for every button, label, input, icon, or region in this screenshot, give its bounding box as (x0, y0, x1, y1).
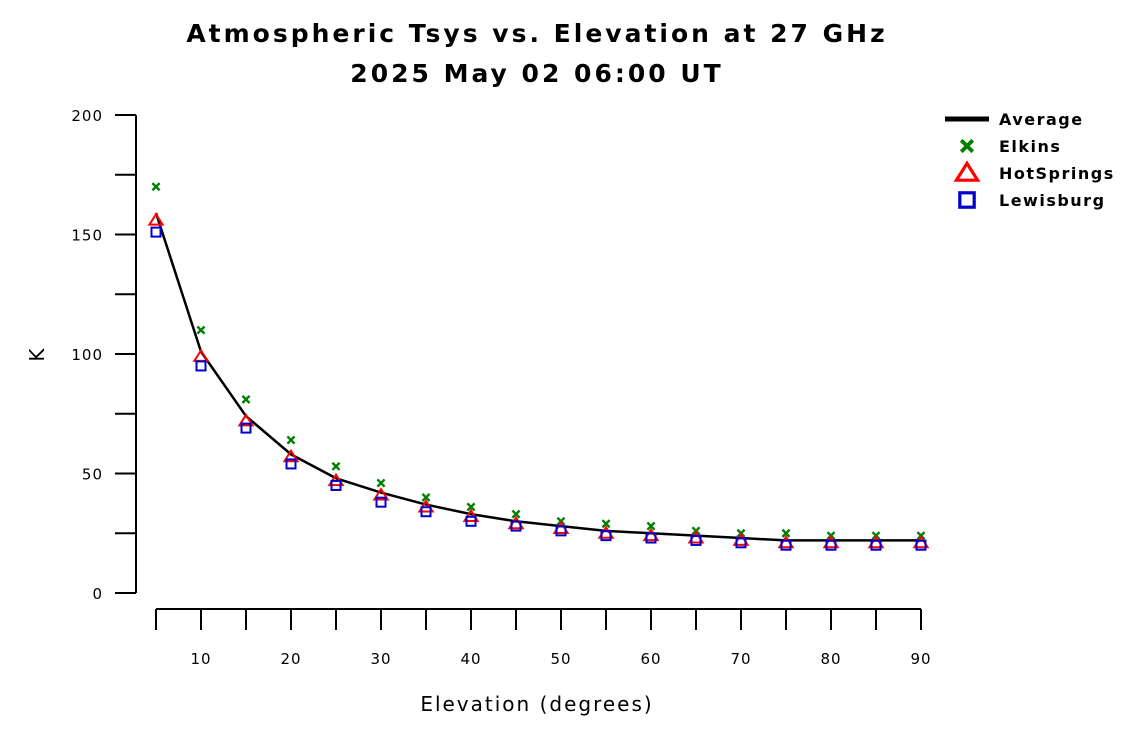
data-point-lewisburg (330, 479, 342, 491)
y-tick-label: 150 (71, 227, 103, 245)
data-point-hotsprings (597, 525, 615, 539)
chart-subtitle: 2025 May 02 06:00 UT (350, 59, 723, 88)
data-point-hotsprings (282, 448, 300, 463)
data-point-lewisburg (825, 539, 837, 551)
chart-title: Atmospheric Tsys vs. Elevation at 27 GHz (186, 19, 887, 48)
data-point-lewisburg (600, 530, 612, 542)
data-point-hotsprings (327, 472, 345, 487)
data-point-lewisburg (870, 539, 882, 551)
x-tick-label: 20 (280, 650, 301, 668)
data-point-hotsprings (507, 515, 525, 530)
x-axis-label: Elevation (degrees) (420, 692, 653, 716)
data-point-hotsprings (417, 499, 435, 513)
data-point-hotsprings (867, 534, 885, 549)
x-tick-label: 70 (730, 650, 751, 668)
data-point-lewisburg (240, 422, 252, 434)
y-tick-label: 0 (92, 585, 103, 603)
y-axis: 0 50 100 150 200 (71, 107, 137, 603)
legend-swatch (953, 160, 981, 182)
series-line-average (154, 212, 921, 542)
data-point-lewisburg (375, 496, 387, 508)
data-point-hotsprings (237, 413, 255, 427)
series-lewisburg (150, 226, 927, 551)
legend-swatch (959, 138, 975, 154)
data-point-elkins (376, 478, 386, 488)
data-point-hotsprings (642, 527, 660, 542)
legend-label: Elkins (999, 137, 1061, 156)
x-tick-label: 90 (910, 650, 931, 668)
legend: Average Elkins HotSprings Lewisburg (945, 110, 1115, 210)
legend-label: HotSprings (999, 164, 1115, 183)
legend-item-hotsprings: HotSprings (953, 160, 1115, 183)
x-tick-label: 50 (550, 650, 571, 668)
plot-series (147, 182, 930, 551)
x-tick-label: 30 (370, 650, 391, 668)
data-point-elkins (421, 492, 431, 502)
legend-label: Average (999, 110, 1084, 129)
data-point-hotsprings (147, 212, 165, 226)
data-point-hotsprings (687, 530, 705, 544)
data-point-lewisburg (510, 520, 522, 532)
x-tick-label: 10 (190, 650, 211, 668)
data-point-elkins (601, 519, 611, 529)
data-point-lewisburg (420, 506, 432, 518)
data-point-lewisburg (690, 534, 702, 546)
data-point-hotsprings (912, 534, 930, 549)
data-point-elkins (331, 461, 341, 471)
series-elkins (151, 182, 926, 541)
data-point-elkins (286, 435, 296, 445)
data-point-lewisburg (150, 226, 162, 238)
data-point-elkins (466, 502, 476, 512)
x-tick-label: 60 (640, 650, 661, 668)
data-point-lewisburg (780, 539, 792, 551)
legend-item-average: Average (945, 110, 1084, 129)
data-point-lewisburg (465, 515, 477, 527)
y-tick-label: 50 (82, 466, 103, 484)
y-tick-label: 200 (71, 107, 103, 125)
legend-item-lewisburg: Lewisburg (958, 191, 1106, 210)
data-point-hotsprings (462, 508, 480, 523)
x-tick-label: 40 (460, 650, 481, 668)
data-point-hotsprings (822, 534, 840, 549)
y-tick-label: 100 (71, 346, 103, 364)
data-point-lewisburg (735, 537, 747, 549)
data-point-hotsprings (192, 348, 210, 362)
data-point-hotsprings (732, 532, 750, 546)
x-axis: 10 20 30 40 50 60 70 80 90 (155, 608, 931, 668)
legend-label: Lewisburg (999, 191, 1106, 210)
data-point-elkins (151, 182, 161, 192)
legend-item-elkins: Elkins (959, 137, 1061, 156)
data-point-elkins (196, 325, 206, 335)
series-hotsprings (147, 212, 930, 549)
legend-swatch (958, 191, 976, 209)
data-point-lewisburg (285, 458, 297, 470)
data-point-lewisburg (645, 532, 657, 544)
data-point-hotsprings (552, 520, 570, 534)
series-average (154, 212, 921, 542)
data-point-elkins (511, 509, 521, 519)
data-point-elkins (781, 528, 791, 538)
data-point-lewisburg (915, 539, 927, 551)
data-point-lewisburg (555, 525, 567, 537)
data-point-elkins (241, 394, 251, 404)
data-point-hotsprings (372, 487, 390, 501)
x-tick-label: 80 (820, 650, 841, 668)
data-point-hotsprings (777, 534, 795, 549)
data-point-lewisburg (195, 360, 207, 372)
data-point-elkins (646, 521, 656, 531)
y-axis-label: K (25, 346, 49, 361)
